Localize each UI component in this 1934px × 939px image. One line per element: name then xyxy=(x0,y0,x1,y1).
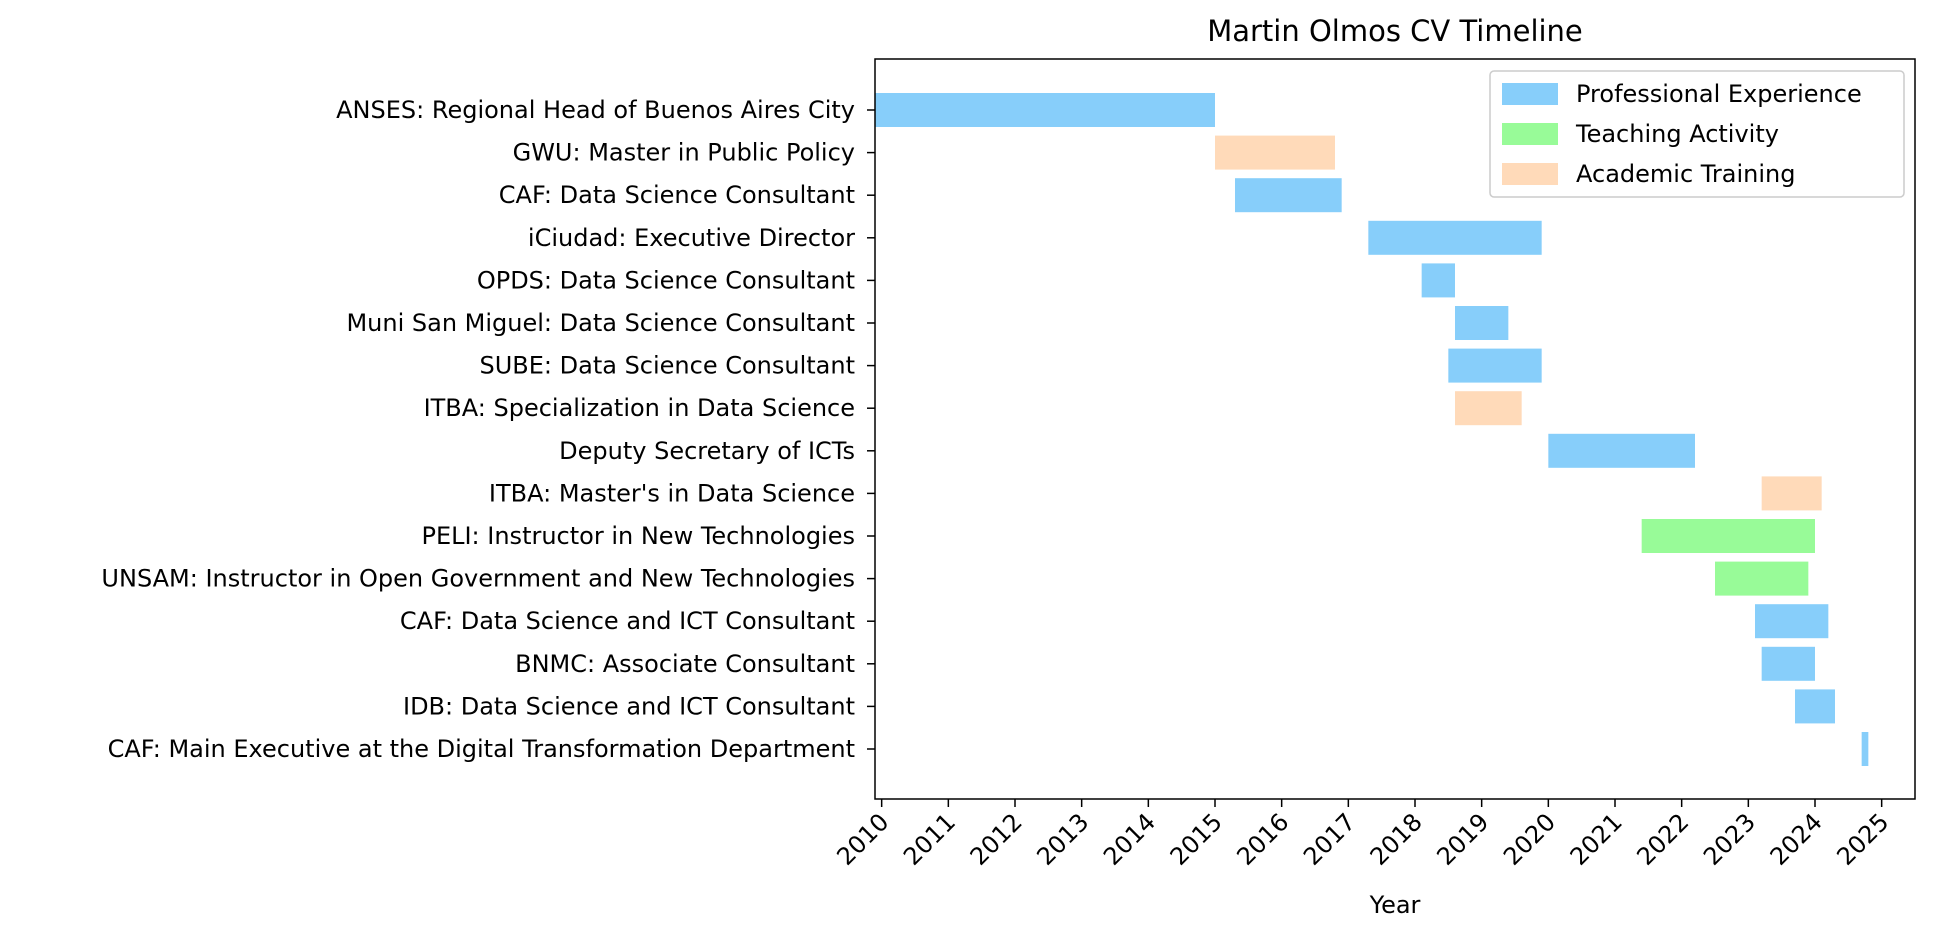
bar-13 xyxy=(1761,646,1815,681)
plot-frame xyxy=(874,58,1916,800)
legend-label: Teaching Activity xyxy=(1575,120,1779,148)
x-axis-label: Year xyxy=(1369,891,1421,919)
legend-label: Academic Training xyxy=(1576,160,1795,188)
bar-3 xyxy=(1368,220,1542,255)
legend-swatch xyxy=(1502,83,1558,105)
x-tick-label: 2019 xyxy=(1431,808,1494,871)
category-label: Deputy Secretary of ICTs xyxy=(559,437,855,465)
legend-swatch xyxy=(1502,123,1558,145)
bar-15 xyxy=(1861,732,1869,766)
x-tick-label: 2022 xyxy=(1631,808,1694,871)
bar-2 xyxy=(1235,178,1342,213)
category-label: GWU: Master in Public Policy xyxy=(513,139,855,167)
category-label: PELI: Instructor in New Technologies xyxy=(421,522,855,550)
category-label: BNMC: Associate Consultant xyxy=(515,650,855,678)
bar-6 xyxy=(1448,348,1542,383)
x-tick-label: 2021 xyxy=(1565,808,1628,871)
bar-14 xyxy=(1795,689,1835,724)
bar-12 xyxy=(1755,604,1829,639)
x-tick-label: 2020 xyxy=(1498,808,1561,871)
category-label: CAF: Data Science Consultant xyxy=(499,181,855,209)
bars-layer xyxy=(875,93,1869,766)
category-label: CAF: Data Science and ICT Consultant xyxy=(400,607,855,635)
bar-8 xyxy=(1548,433,1695,468)
x-tick-label: 2011 xyxy=(898,808,961,871)
bar-11 xyxy=(1715,561,1809,596)
legend-swatch xyxy=(1502,163,1558,185)
x-tick-label: 2025 xyxy=(1831,808,1894,871)
category-label: iCiudad: Executive Director xyxy=(528,224,855,252)
bar-0 xyxy=(875,93,1215,127)
x-tick-label: 2015 xyxy=(1165,808,1228,871)
bar-5 xyxy=(1455,306,1509,340)
x-axis-ticks: 2010 2011 2012 2013 2014 2015 2016 2017 2018 2019… xyxy=(831,799,1894,871)
category-label: ITBA: Specialization in Data Science xyxy=(424,394,855,422)
x-tick-label: 2010 xyxy=(831,808,894,871)
x-tick-label: 2018 xyxy=(1365,808,1428,871)
x-tick-label: 2013 xyxy=(1031,808,1094,871)
category-label: OPDS: Data Science Consultant xyxy=(477,266,855,294)
legend-box xyxy=(1489,70,1905,198)
chart-title: Martin Olmos CV Timeline xyxy=(1207,14,1583,48)
bar-7 xyxy=(1455,391,1522,426)
category-label: Muni San Miguel: Data Science Consultant xyxy=(346,309,855,337)
x-tick-label: 2023 xyxy=(1698,808,1761,871)
bar-10 xyxy=(1641,519,1815,553)
x-tick-label: 2024 xyxy=(1765,808,1828,871)
category-label: SUBE: Data Science Consultant xyxy=(479,352,855,380)
category-labels: ANSES: Regional Head of Buenos Aires Cit… xyxy=(101,96,875,763)
bar-9 xyxy=(1761,476,1822,511)
bar-4 xyxy=(1421,263,1455,298)
x-tick-label: 2012 xyxy=(965,808,1028,871)
category-label: IDB: Data Science and ICT Consultant xyxy=(403,692,855,720)
category-label: ITBA: Master's in Data Science xyxy=(489,479,855,507)
legend: Professional Experience Teaching Activity… xyxy=(1489,70,1905,198)
x-tick-label: 2014 xyxy=(1098,808,1161,871)
category-label: UNSAM: Instructor in Open Government and… xyxy=(101,565,855,593)
x-tick-label: 2017 xyxy=(1298,808,1361,871)
bar-1 xyxy=(1215,135,1335,170)
category-label: ANSES: Regional Head of Buenos Aires Cit… xyxy=(336,96,855,124)
legend-label: Professional Experience xyxy=(1576,80,1862,108)
x-tick-label: 2016 xyxy=(1231,808,1294,871)
category-label: CAF: Main Executive at the Digital Trans… xyxy=(108,735,855,763)
